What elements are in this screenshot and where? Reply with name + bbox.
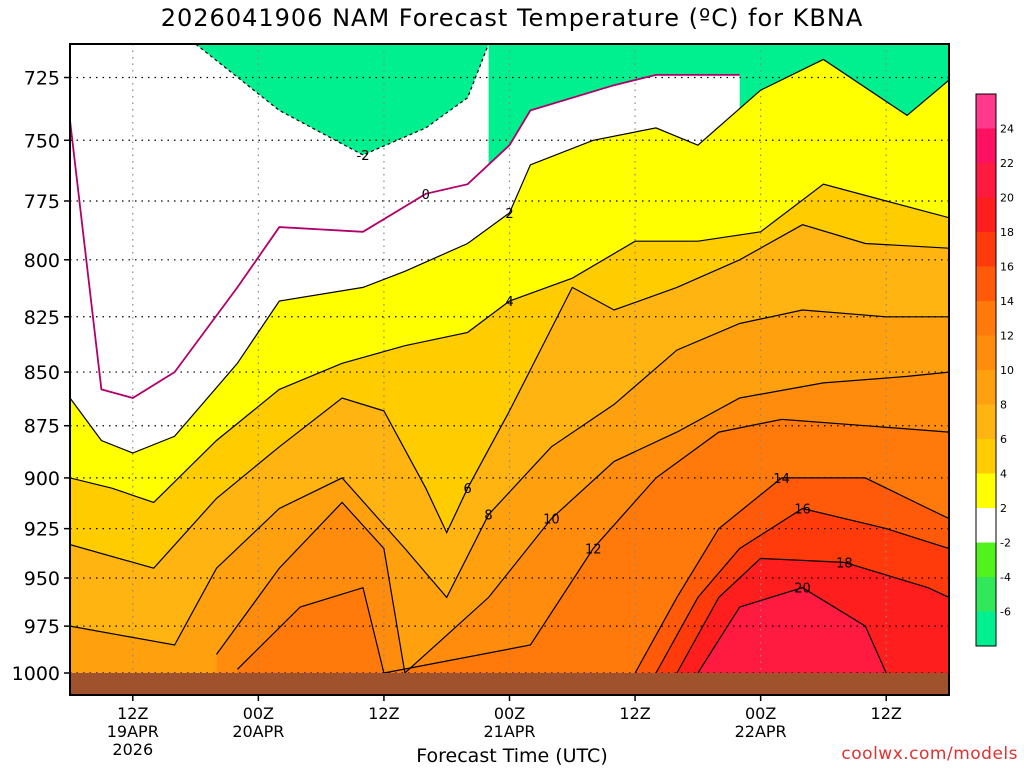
y-tick-label: 750 bbox=[24, 130, 60, 152]
y-tick-label: 925 bbox=[24, 519, 60, 541]
contour-label: -2 bbox=[357, 149, 370, 164]
y-tick-label: 800 bbox=[24, 250, 60, 272]
contour-label: 18 bbox=[836, 556, 853, 571]
colorbar-band bbox=[976, 128, 996, 163]
x-tick-label: 00Z bbox=[494, 704, 525, 723]
fill-band-20 bbox=[697, 587, 887, 695]
source-credit[interactable]: coolwx.com/models bbox=[841, 744, 1018, 764]
colorbar-band bbox=[976, 577, 996, 612]
x-tick-label: 2026 bbox=[112, 740, 153, 759]
contour-line bbox=[70, 309, 949, 646]
colorbar-band bbox=[976, 473, 996, 508]
colorbar-band bbox=[976, 370, 996, 405]
colorbar-label: 2 bbox=[1000, 502, 1007, 515]
contour-label: 2 bbox=[505, 207, 513, 222]
x-tick-label: 12Z bbox=[871, 704, 902, 723]
temperature-fill-bands bbox=[70, 44, 949, 695]
contour-line bbox=[655, 507, 949, 674]
y-tick-label: 875 bbox=[24, 416, 60, 438]
colorbar-band bbox=[976, 266, 996, 301]
contour-label: 12 bbox=[585, 543, 602, 558]
colorbar-band bbox=[976, 301, 996, 336]
colorbar-frame bbox=[975, 93, 997, 647]
contour-line bbox=[70, 224, 949, 569]
x-tick-label: 00Z bbox=[745, 704, 776, 723]
y-tick-label: 775 bbox=[24, 191, 60, 213]
x-tick-label: 19APR bbox=[107, 722, 159, 741]
contour-lines: -2 0 2 4 68 10 12 14 16 18 20 bbox=[70, 44, 949, 675]
contour-label: 6 bbox=[464, 482, 472, 497]
ground-surface bbox=[70, 673, 949, 695]
y-tick-label: 1000 bbox=[12, 663, 60, 685]
colorbar-band bbox=[976, 94, 996, 129]
contour-label: 0 bbox=[422, 188, 430, 203]
y-tick-label: 900 bbox=[24, 468, 60, 490]
contour-label: 4 bbox=[505, 295, 513, 310]
x-tick-label: 21APR bbox=[483, 722, 535, 741]
chart-title: 2026041906 NAM Forecast Temperature (ºC)… bbox=[160, 4, 864, 32]
colorbar-band bbox=[976, 404, 996, 439]
colorbar-band bbox=[976, 163, 996, 198]
colorbar-label: 20 bbox=[1000, 192, 1014, 205]
contour-label: 8 bbox=[484, 509, 492, 524]
y-tick-label: 825 bbox=[24, 307, 60, 329]
colorbar-band bbox=[976, 335, 996, 370]
y-tick-label: 725 bbox=[24, 68, 60, 90]
y-axis: 725 750 775 800 825 850 875 900 925 950 975 1000 bbox=[12, 68, 70, 685]
colorbar-label: 16 bbox=[1000, 261, 1014, 274]
y-tick-label: 850 bbox=[24, 362, 60, 384]
x-axis-label: Forecast Time (UTC) bbox=[416, 745, 608, 767]
colorbar-label: 14 bbox=[1000, 295, 1014, 308]
contour-line bbox=[634, 477, 949, 674]
contour-line bbox=[676, 557, 949, 674]
colorbar-label: 18 bbox=[1000, 226, 1014, 239]
colorbar-band bbox=[976, 611, 996, 646]
contour-line bbox=[70, 58, 949, 454]
y-tick-label: 950 bbox=[24, 568, 60, 590]
contour-line bbox=[697, 587, 887, 674]
x-tick-label: 12Z bbox=[619, 704, 650, 723]
contour-label: 10 bbox=[543, 513, 560, 528]
contour-label: 16 bbox=[794, 503, 811, 518]
color-bar: 24 22 20 18 16 14 12 10 8 6 4 2 -2 -4 -6 bbox=[975, 93, 1014, 647]
colorbar-label: -2 bbox=[1000, 537, 1011, 550]
colorbar-band bbox=[976, 197, 996, 232]
contour-label: 20 bbox=[794, 582, 811, 597]
contour-line bbox=[216, 371, 949, 675]
colorbar-label: 8 bbox=[1000, 399, 1007, 412]
colorbar-label: 24 bbox=[1000, 123, 1014, 136]
contour-label: 14 bbox=[773, 472, 790, 487]
y-tick-label: 975 bbox=[24, 616, 60, 638]
colorbar-label: 22 bbox=[1000, 157, 1014, 170]
colorbar-label: -6 bbox=[1000, 606, 1011, 619]
colorbar-band bbox=[976, 439, 996, 474]
x-tick-label: 12Z bbox=[368, 704, 399, 723]
colorbar-label: 4 bbox=[1000, 468, 1007, 481]
colorbar-label: 12 bbox=[1000, 330, 1014, 343]
contour-line bbox=[70, 74, 740, 399]
x-tick-label: 00Z bbox=[243, 704, 274, 723]
x-tick-label: 22APR bbox=[735, 722, 787, 741]
grid-lines bbox=[70, 44, 949, 695]
contour-line bbox=[70, 183, 949, 504]
x-tick-label: 12Z bbox=[117, 704, 148, 723]
contour-line bbox=[236, 418, 949, 674]
x-tick-label: 20APR bbox=[232, 722, 284, 741]
colorbar-label: 6 bbox=[1000, 433, 1007, 446]
colorbar-band bbox=[976, 232, 996, 267]
colorbar-band bbox=[976, 542, 996, 577]
colorbar-label: -4 bbox=[1000, 571, 1011, 584]
colorbar-band bbox=[976, 508, 996, 543]
colorbar-label: 10 bbox=[1000, 364, 1014, 377]
